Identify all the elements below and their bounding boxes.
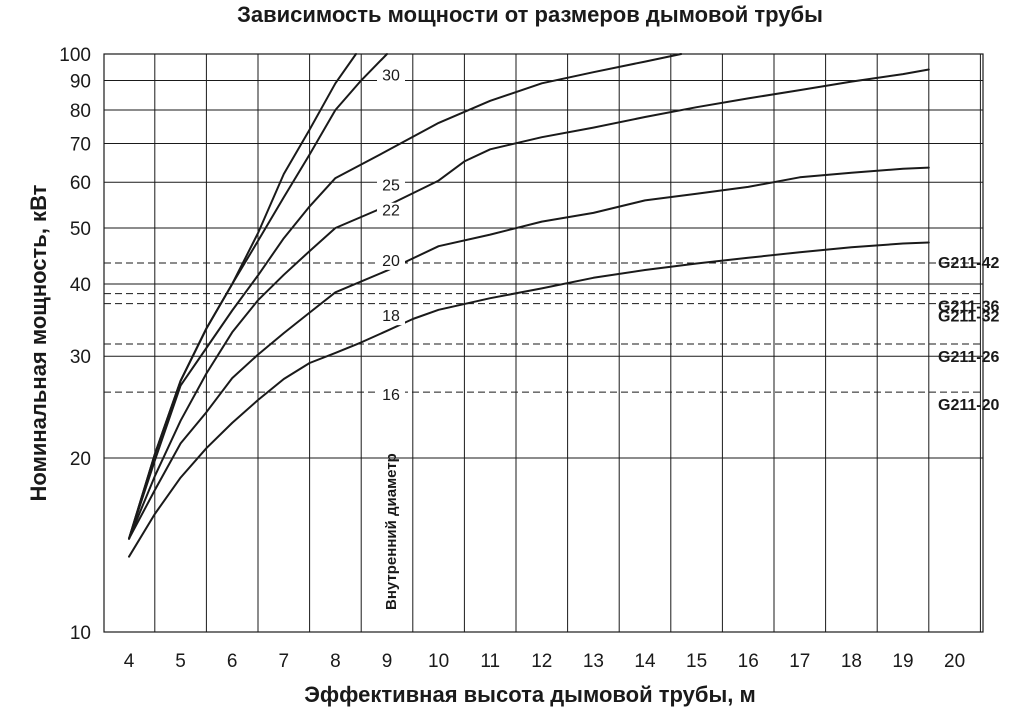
x-tick-label: 7 bbox=[279, 651, 290, 672]
series-label-bg bbox=[377, 308, 405, 326]
series-line-22 bbox=[128, 53, 683, 540]
y-tick-label: 60 bbox=[70, 173, 91, 194]
x-tick-label: 11 bbox=[480, 651, 500, 672]
chart-title: Зависимость мощности от размеров дымовой… bbox=[237, 2, 823, 27]
series-line-20 bbox=[128, 68, 930, 540]
y-tick-label: 20 bbox=[70, 449, 91, 470]
reference-label: G211-36 bbox=[938, 299, 999, 316]
series-line-16 bbox=[128, 241, 930, 558]
x-tick-label: 17 bbox=[789, 651, 810, 672]
series-label-30: 30 bbox=[382, 67, 400, 84]
x-tick-label: 16 bbox=[738, 651, 759, 672]
series-label-20: 20 bbox=[382, 253, 400, 270]
series-label-25: 25 bbox=[382, 178, 400, 195]
x-tick-labels: 4 5 6 7 8 9 10 11 12 13 14 15 16 17 18 19 20 bbox=[124, 651, 965, 672]
reference-label: G211-26 bbox=[938, 349, 999, 366]
series-curves bbox=[128, 53, 930, 558]
x-tick-label: 5 bbox=[175, 651, 186, 672]
x-tick-label: 4 bbox=[124, 651, 135, 672]
series-label-18: 18 bbox=[382, 308, 400, 325]
series-label-bg bbox=[377, 67, 405, 85]
series-line-18 bbox=[128, 166, 930, 540]
series-labels: 16 18 20 22 25 30 bbox=[377, 67, 405, 404]
y-tick-label: 90 bbox=[70, 71, 91, 92]
reference-label: G211-20 bbox=[938, 397, 999, 414]
x-tick-label: 8 bbox=[330, 651, 341, 672]
x-tick-label: 18 bbox=[841, 651, 862, 672]
y-tick-label: 40 bbox=[70, 275, 91, 296]
series-label-22: 22 bbox=[382, 203, 400, 220]
x-tick-label: 15 bbox=[686, 651, 707, 672]
series-label-bg bbox=[377, 177, 405, 195]
reference-label: G211-32 bbox=[938, 309, 999, 326]
x-tick-label: 10 bbox=[428, 651, 449, 672]
x-tick-label: 19 bbox=[892, 651, 913, 672]
y-tick-label: 30 bbox=[70, 347, 91, 368]
x-tick-label: 6 bbox=[227, 651, 238, 672]
y-tick-label: 100 bbox=[59, 45, 91, 66]
y-tick-label: 80 bbox=[70, 101, 91, 122]
series-label-bg bbox=[377, 386, 405, 404]
series-line-30 bbox=[128, 53, 357, 540]
x-axis-label: Эффективная высота дымовой трубы, м bbox=[304, 682, 755, 707]
y-tick-label: 50 bbox=[70, 219, 91, 240]
series-label-bg bbox=[377, 252, 405, 270]
series-label-16: 16 bbox=[382, 387, 400, 404]
x-tick-label: 14 bbox=[634, 651, 656, 672]
x-tick-label: 20 bbox=[944, 651, 965, 672]
grid bbox=[103, 53, 984, 633]
x-tick-label: 12 bbox=[531, 651, 552, 672]
x-tick-label: 9 bbox=[382, 651, 393, 672]
y-tick-label: 70 bbox=[70, 135, 91, 156]
series-label-bg bbox=[377, 202, 405, 220]
x-tick-label: 13 bbox=[583, 651, 604, 672]
plot-frame bbox=[103, 53, 984, 633]
reference-label: G211-42 bbox=[938, 255, 999, 272]
inner-diameter-label: Внутренний диаметр bbox=[383, 453, 400, 610]
y-tick-labels: 10 20 30 40 50 60 70 80 90 100 bbox=[59, 45, 91, 644]
y-tick-label: 10 bbox=[70, 623, 91, 644]
y-axis-label: Номинальная мощность, кВт bbox=[26, 184, 51, 501]
